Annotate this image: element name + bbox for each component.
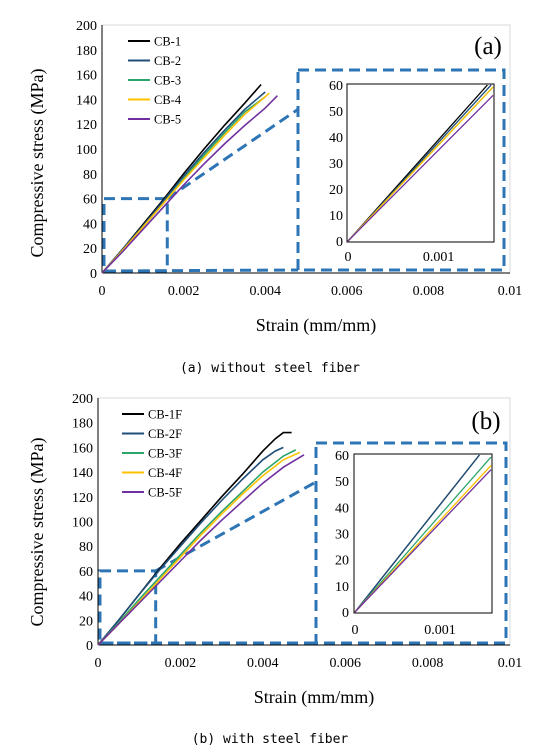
series-line-cb-5 <box>101 95 278 274</box>
series-line-cb-2 <box>101 91 266 274</box>
y-tick-label: 160 <box>72 441 93 456</box>
series-line-cb-4 <box>101 92 270 274</box>
legend-label: CB-1 <box>154 35 181 49</box>
legend-label: CB-5F <box>148 486 182 500</box>
y-tick-label: 100 <box>76 143 97 158</box>
inset-y-tick-label: 30 <box>335 528 349 543</box>
y-tick-label: 200 <box>76 19 97 34</box>
inset-y-tick-label: 20 <box>335 554 349 569</box>
inset-y-tick-label: 40 <box>335 501 349 516</box>
legend-label: CB-4 <box>154 93 182 107</box>
y-tick-label: 40 <box>83 217 97 232</box>
y-tick-label: 20 <box>79 614 93 629</box>
series-line-cb-5f <box>97 454 305 646</box>
inset-series-line-cb-5 <box>347 94 494 242</box>
inset-y-tick-label: 0 <box>336 235 343 250</box>
x-tick-label: 0.01 <box>498 284 523 299</box>
legend-label: CB-4F <box>148 466 182 480</box>
y-tick-label: 80 <box>79 540 93 555</box>
x-axis-title: Strain (mm/mm) <box>254 687 375 708</box>
inset-series-line-cb-3f <box>354 456 492 613</box>
inset-x-tick-label: 0.001 <box>423 250 455 265</box>
x-tick-label: 0.002 <box>165 656 197 671</box>
legend-label: CB-3F <box>148 447 182 461</box>
inset-frame-box <box>314 441 508 645</box>
figure-caption: (b) with steel fiber <box>192 732 349 747</box>
legend-label: CB-3 <box>154 74 181 88</box>
series-line-cb-2f <box>97 446 284 646</box>
inset-series-line-cb-2f <box>354 454 480 613</box>
inset-y-tick-label: 50 <box>329 105 343 120</box>
x-tick-label: 0.008 <box>412 656 444 671</box>
y-tick-label: 0 <box>86 639 93 654</box>
x-tick-label: 0 <box>99 284 106 299</box>
inset-x-tick-label: 0 <box>345 250 352 265</box>
inset-y-tick-label: 10 <box>335 580 349 595</box>
series-line-cb-4f <box>97 451 301 646</box>
inset-series-line-cb-5f <box>354 469 492 613</box>
x-tick-label: 0.006 <box>331 284 363 299</box>
y-tick-label: 0 <box>90 267 97 282</box>
figure-caption: (a) without steel fiber <box>180 361 360 376</box>
legend-label: CB-5 <box>154 113 181 127</box>
y-tick-label: 200 <box>72 392 93 407</box>
x-tick-label: 0.002 <box>168 284 200 299</box>
x-tick-label: 0.006 <box>329 656 361 671</box>
legend-label: CB-2 <box>154 54 181 68</box>
zoom-connector-line <box>166 108 299 200</box>
x-tick-label: 0.004 <box>249 284 281 299</box>
y-axis-title: Compressive stress (MPa) <box>27 69 48 258</box>
y-tick-label: 180 <box>76 44 97 59</box>
inset-y-tick-label: 60 <box>329 79 343 94</box>
y-tick-label: 120 <box>72 491 93 506</box>
y-tick-label: 100 <box>72 516 93 531</box>
legend-label: CB-2F <box>148 427 182 441</box>
inset-frame-box <box>296 68 506 272</box>
inset-x-tick-label: 0.001 <box>424 623 456 638</box>
y-tick-label: 80 <box>83 168 97 183</box>
zoom-connector-line <box>103 268 299 273</box>
y-tick-label: 180 <box>72 417 93 432</box>
y-tick-label: 140 <box>72 466 93 481</box>
inset-y-tick-label: 60 <box>335 449 349 464</box>
panel-label: (a) <box>474 33 502 60</box>
y-tick-label: 140 <box>76 93 97 108</box>
y-axis-title: Compressive stress (MPa) <box>27 438 48 627</box>
x-tick-label: 0.008 <box>413 284 445 299</box>
inset-y-tick-label: 10 <box>329 209 343 224</box>
inset-x-tick-label: 0 <box>352 623 359 638</box>
y-tick-label: 60 <box>79 565 93 580</box>
y-tick-label: 60 <box>83 193 97 208</box>
legend-label: CB-1F <box>148 408 182 422</box>
x-tick-label: 0.01 <box>498 656 523 671</box>
x-tick-label: 0 <box>95 656 102 671</box>
y-tick-label: 20 <box>83 242 97 257</box>
x-tick-label: 0.004 <box>247 656 279 671</box>
panel-label: (b) <box>471 408 500 435</box>
x-axis-title: Strain (mm/mm) <box>256 315 377 336</box>
inset-y-tick-label: 40 <box>329 131 343 146</box>
inset-series-line-cb-4 <box>347 86 494 242</box>
zoom-connector-line <box>154 480 317 573</box>
y-tick-label: 160 <box>76 69 97 84</box>
y-tick-label: 40 <box>79 590 93 605</box>
inset-y-tick-label: 0 <box>342 606 349 621</box>
y-tick-label: 120 <box>76 118 97 133</box>
inset-y-tick-label: 50 <box>335 475 349 490</box>
inset-y-tick-label: 30 <box>329 157 343 172</box>
series-line-cb-3f <box>97 449 297 646</box>
inset-y-tick-label: 20 <box>329 183 343 198</box>
